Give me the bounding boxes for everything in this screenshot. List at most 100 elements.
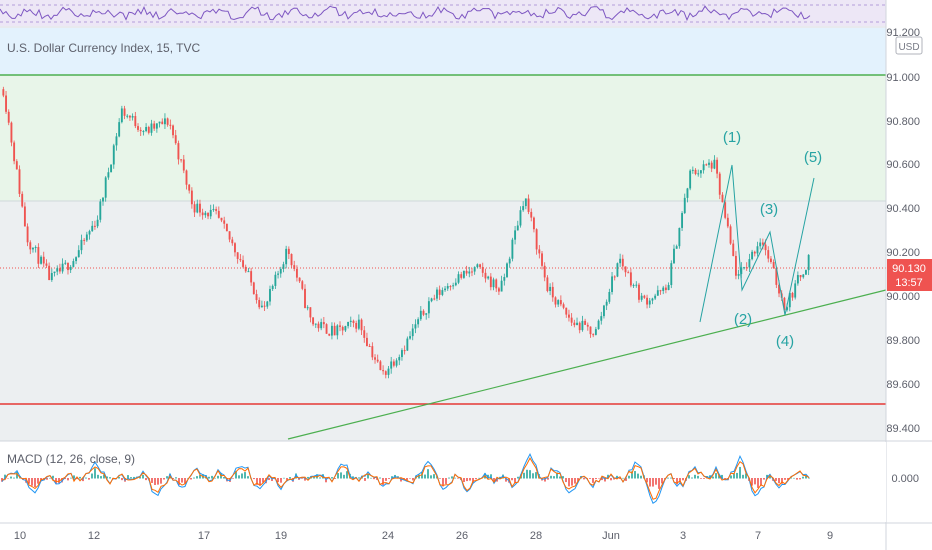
macd-histogram-bar	[160, 478, 162, 484]
candle-body	[743, 267, 745, 269]
candle-body	[209, 209, 212, 217]
macd-histogram-bar	[577, 478, 579, 482]
candle-body	[69, 266, 72, 271]
candle-body	[212, 209, 215, 211]
macd-histogram-bar	[505, 478, 507, 482]
candle-body	[67, 262, 69, 271]
wave-label-2: (2)	[734, 311, 752, 328]
candle-body	[492, 279, 495, 288]
macd-histogram-bar	[151, 478, 153, 483]
macd-histogram-bar	[352, 476, 354, 479]
macd-histogram-bar	[334, 478, 336, 479]
time-axis[interactable]: 10 12 17 19 24 26 28 Jun 3 7 9	[14, 530, 833, 542]
macd-histogram-bar	[322, 474, 324, 479]
candle-body	[530, 211, 533, 218]
macd-histogram-bar	[700, 478, 702, 479]
candle-body	[802, 274, 805, 278]
candles	[2, 86, 810, 379]
candle-body	[145, 127, 148, 132]
macd-histogram-bar	[544, 478, 546, 482]
candle-body	[444, 288, 446, 291]
macd-histogram-bar	[646, 478, 648, 483]
candle-body	[271, 285, 274, 290]
mid-band	[0, 75, 886, 201]
candle-body	[794, 283, 797, 298]
candle-body	[603, 305, 605, 317]
candle-body	[196, 203, 199, 213]
macd-histogram-bar	[697, 475, 699, 479]
candle-body	[678, 227, 681, 247]
macd-histogram-bar	[589, 478, 591, 479]
candle-body	[495, 279, 498, 289]
macd-histogram-bar	[67, 478, 69, 481]
ascending-trendline[interactable]	[287, 289, 887, 440]
candle-body	[662, 287, 665, 291]
candle-body	[681, 213, 684, 228]
candle-body	[449, 286, 452, 288]
candle-body	[786, 307, 789, 310]
candle-body	[565, 307, 568, 315]
candle-body	[317, 323, 320, 329]
macd-histogram-bar	[652, 478, 654, 487]
symbol-title: U.S. Dollar Currency Index, 15, TVC	[7, 41, 201, 55]
price-tick-label: 89.800	[886, 335, 920, 347]
macd-histogram-bar	[280, 478, 282, 483]
candle-body	[360, 319, 363, 331]
candle-body	[546, 277, 549, 292]
candle-body	[120, 108, 123, 123]
candle-body	[414, 324, 417, 329]
candle-body	[489, 276, 492, 288]
candle-body	[150, 123, 153, 133]
price-tick-label: 90.600	[886, 159, 920, 171]
macd-histogram-bar	[703, 478, 705, 479]
candle-body	[411, 328, 414, 337]
macd-histogram-bar	[739, 466, 741, 479]
macd-histogram-bar	[493, 478, 495, 481]
macd-histogram-bar	[223, 477, 225, 479]
candle-body	[788, 293, 791, 308]
candle-body	[366, 337, 368, 347]
elliott-wave-path[interactable]	[699, 164, 815, 323]
macd-histogram-bar	[259, 478, 261, 485]
macd-histogram-bar	[184, 478, 186, 484]
candle-body	[18, 169, 21, 194]
candle-body	[363, 330, 366, 338]
macd-histogram-bar	[88, 478, 90, 480]
macd-histogram-bar	[7, 478, 9, 479]
macd-histogram-bar	[463, 478, 465, 483]
candle-body	[201, 212, 204, 216]
macd-histogram-bar	[526, 469, 528, 479]
candle-body	[352, 320, 355, 323]
macd-histogram-bar	[556, 472, 558, 479]
macd-zero-tick: 0.000	[891, 473, 919, 485]
macd-histogram-bar	[190, 478, 192, 480]
macd-histogram	[1, 466, 810, 489]
candle-body	[799, 275, 802, 278]
candle-body	[287, 248, 290, 255]
candle-body	[190, 190, 193, 205]
macd-histogram-bar	[448, 477, 450, 479]
time-tick-label: 9	[827, 530, 833, 542]
macd-histogram-bar	[49, 477, 51, 479]
candle-body	[64, 262, 67, 264]
macd-histogram-bar	[85, 477, 87, 479]
candle-body	[718, 173, 721, 195]
macd-histogram-bar	[430, 475, 432, 479]
candle-body	[123, 108, 126, 116]
macd-histogram-bar	[61, 478, 63, 483]
candle-body	[535, 229, 538, 250]
macd-signal-line	[1, 457, 810, 500]
candle-body	[524, 198, 527, 207]
candle-body	[586, 324, 589, 327]
candle-body	[573, 322, 576, 326]
candle-body	[110, 164, 113, 173]
candle-body	[228, 231, 231, 240]
candle-body	[312, 317, 315, 325]
currency-badge[interactable]	[895, 36, 923, 55]
macd-histogram-bar	[451, 476, 453, 479]
macd-histogram-bar	[340, 472, 342, 479]
macd-histogram-bar	[658, 478, 660, 489]
candle-body	[347, 321, 350, 327]
macd-histogram-bar	[598, 478, 600, 479]
